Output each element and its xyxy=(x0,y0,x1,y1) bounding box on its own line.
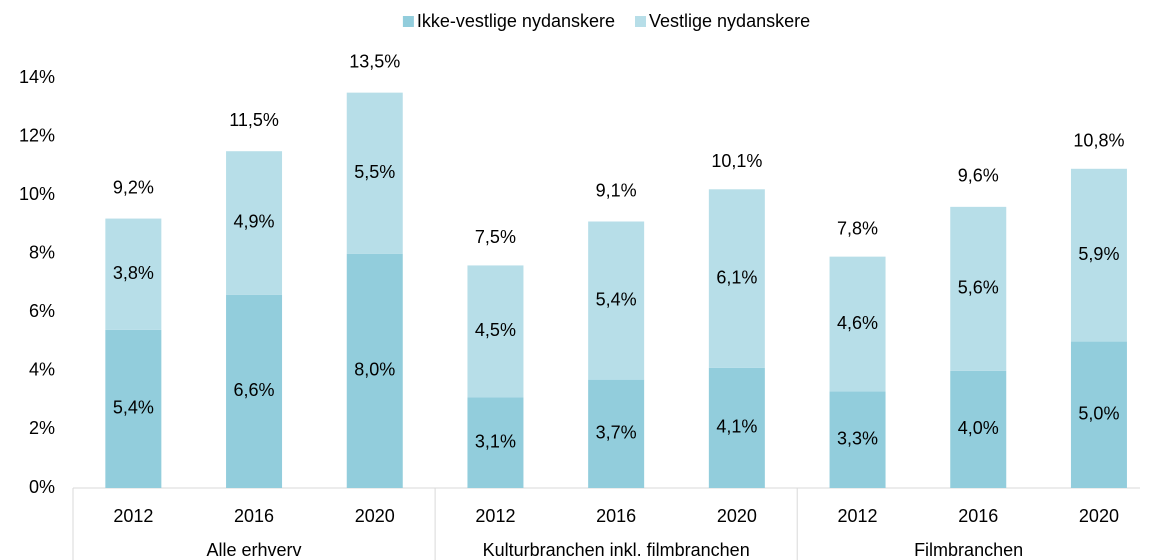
value-label: 3,8% xyxy=(113,263,154,283)
total-label: 13,5% xyxy=(349,51,400,71)
x-tick-label: 2012 xyxy=(475,506,515,526)
value-label: 6,1% xyxy=(716,267,757,287)
x-tick-label: 2020 xyxy=(717,506,757,526)
bar-segment xyxy=(829,256,886,392)
total-label: 10,8% xyxy=(1073,130,1124,150)
total-label: 9,6% xyxy=(958,166,999,186)
group-label: Kulturbranchen inkl. filmbranchen xyxy=(483,540,750,560)
bar-segment xyxy=(467,397,524,488)
total-label: 9,1% xyxy=(596,180,637,200)
value-label: 4,9% xyxy=(234,212,275,232)
x-tick-label: 2020 xyxy=(355,506,395,526)
y-tick-label: 2% xyxy=(29,418,55,438)
bar-segment xyxy=(829,391,886,488)
bar-segment xyxy=(708,367,765,488)
y-tick-label: 12% xyxy=(19,125,55,145)
bar-segment xyxy=(226,294,283,488)
value-label: 5,4% xyxy=(113,398,154,418)
x-tick-label: 2016 xyxy=(234,506,274,526)
x-tick-label: 2012 xyxy=(113,506,153,526)
x-tick-label: 2016 xyxy=(958,506,998,526)
legend-label: Vestlige nydanskere xyxy=(649,11,810,31)
value-label: 5,9% xyxy=(1078,244,1119,264)
y-tick-label: 6% xyxy=(29,301,55,321)
bar-segment xyxy=(950,206,1007,371)
bar-segment xyxy=(105,329,162,488)
bar-segment xyxy=(708,189,765,368)
bar-segment xyxy=(1070,341,1127,488)
value-label: 5,4% xyxy=(596,289,637,309)
value-label: 4,5% xyxy=(475,320,516,340)
y-tick-label: 0% xyxy=(29,477,55,497)
total-label: 11,5% xyxy=(229,110,279,130)
bar-segment xyxy=(588,221,645,380)
total-label: 7,5% xyxy=(475,227,516,247)
bar-segment xyxy=(346,253,403,488)
y-tick-label: 8% xyxy=(29,242,55,262)
bar-segment xyxy=(226,151,283,295)
group-label: Filmbranchen xyxy=(914,540,1023,560)
total-label: 9,2% xyxy=(113,177,154,197)
value-label: 3,1% xyxy=(475,431,516,451)
bar-segment xyxy=(588,379,645,488)
x-tick-label: 2016 xyxy=(596,506,636,526)
y-tick-label: 10% xyxy=(19,184,55,204)
value-label: 5,6% xyxy=(958,278,999,298)
bar-segment xyxy=(346,92,403,254)
value-label: 5,0% xyxy=(1078,404,1119,424)
legend-swatch xyxy=(635,16,646,27)
value-label: 3,3% xyxy=(837,428,878,448)
bar-segment xyxy=(105,218,162,330)
legend-label: Ikke-vestlige nydanskere xyxy=(417,11,615,31)
value-label: 3,7% xyxy=(596,423,637,443)
group-label: Alle erhverv xyxy=(207,540,302,560)
x-tick-label: 2012 xyxy=(838,506,878,526)
y-tick-label: 14% xyxy=(19,67,55,87)
bar-segment xyxy=(1070,168,1127,342)
bar-segment xyxy=(467,265,524,398)
x-tick-label: 2020 xyxy=(1079,506,1119,526)
value-label: 5,5% xyxy=(354,162,395,182)
y-tick-label: 4% xyxy=(29,360,55,380)
value-label: 6,6% xyxy=(234,380,275,400)
value-label: 4,0% xyxy=(958,418,999,438)
bar-segment xyxy=(950,370,1007,488)
value-label: 4,1% xyxy=(716,417,757,437)
total-label: 10,1% xyxy=(711,151,762,171)
value-label: 4,6% xyxy=(837,313,878,333)
total-label: 7,8% xyxy=(837,218,878,238)
value-label: 8,0% xyxy=(354,360,395,380)
legend-swatch xyxy=(402,16,414,27)
